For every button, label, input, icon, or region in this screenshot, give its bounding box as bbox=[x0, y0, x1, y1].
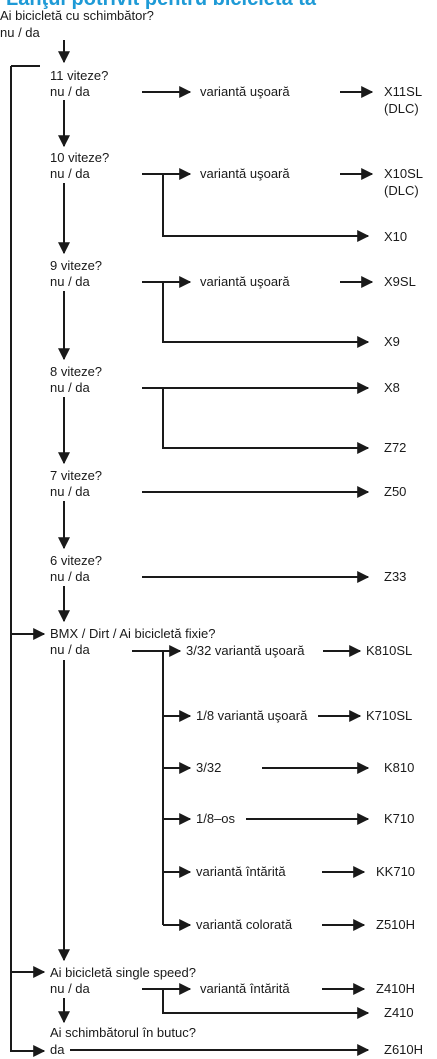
result-chain-model: Z510H bbox=[376, 917, 415, 932]
start-answer: nu / da bbox=[0, 25, 41, 40]
result-chain-model: Z72 bbox=[384, 440, 406, 455]
branch-elbow bbox=[162, 174, 370, 242]
node-answer: nu / da bbox=[50, 274, 91, 289]
result-chain-model: Z410H bbox=[376, 981, 415, 996]
result-chain-model: K810SL bbox=[366, 643, 412, 658]
node-10-speed: 10 viteze? nu / da bbox=[50, 150, 109, 181]
result-chain-model: X9SL bbox=[384, 274, 416, 289]
node-question: 10 viteze? bbox=[50, 150, 109, 165]
result-chain-model: Z33 bbox=[384, 569, 406, 584]
node-single-speed: Ai bicicletă single speed? nu / da bbox=[50, 965, 196, 996]
node-answer: nu / da bbox=[50, 380, 91, 395]
result-chain-note: (DLC) bbox=[384, 101, 419, 116]
node-answer: da bbox=[50, 1042, 65, 1057]
option-label: variantă întărită bbox=[196, 864, 286, 879]
option-label: variantă uşoară bbox=[200, 84, 290, 99]
result-chain-model: Z610H bbox=[384, 1042, 423, 1057]
node-question: BMX / Dirt / Ai bicicletă fixie? bbox=[50, 626, 215, 641]
node-answer: nu / da bbox=[50, 569, 91, 584]
node-question: 8 viteze? bbox=[50, 364, 102, 379]
branch-elbow bbox=[162, 388, 370, 454]
node-question: 11 viteze? bbox=[50, 68, 108, 83]
result-chain-model: X8 bbox=[384, 380, 400, 395]
start-question: Ai bicicletă cu schimbător? bbox=[0, 8, 154, 23]
node-11-speed: 11 viteze? nu / da bbox=[50, 68, 108, 99]
option-label: variantă colorată bbox=[196, 917, 293, 932]
result-chain-note: (DLC) bbox=[384, 183, 419, 198]
result-chain-model: KK710 bbox=[376, 864, 415, 879]
node-bmx-fixie: BMX / Dirt / Ai bicicletă fixie? nu / da bbox=[50, 626, 215, 657]
option-label: variantă întărită bbox=[200, 981, 290, 996]
node-8-speed: 8 viteze? nu / da bbox=[50, 364, 102, 395]
node-answer: nu / da bbox=[50, 642, 91, 657]
node-answer: nu / da bbox=[50, 84, 91, 99]
result-chain-model: X10SL bbox=[384, 166, 423, 181]
node-question: 7 viteze? bbox=[50, 468, 102, 483]
result-chain-model: X9 bbox=[384, 334, 400, 349]
result-chain-model: K810 bbox=[384, 760, 414, 775]
option-label: 3/32 variantă uşoară bbox=[186, 643, 305, 658]
option-label: 1/8 variantă uşoară bbox=[196, 708, 308, 723]
result-chain-model: Z410 bbox=[384, 1005, 414, 1020]
branch-elbow bbox=[162, 282, 370, 348]
node-question: Ai bicicletă single speed? bbox=[50, 965, 196, 980]
connectors bbox=[10, 40, 374, 1057]
option-label: variantă uşoară bbox=[200, 166, 290, 181]
node-7-speed: 7 viteze? nu / da bbox=[50, 468, 102, 499]
result-chain-model: K710 bbox=[384, 811, 414, 826]
node-question: Ai schimbătorul în butuc? bbox=[50, 1025, 196, 1040]
node-answer: nu / da bbox=[50, 484, 91, 499]
node-9-speed: 9 viteze? nu / da bbox=[50, 258, 102, 289]
branch-elbow bbox=[162, 989, 370, 1019]
result-chain-model: X11SL bbox=[384, 84, 422, 99]
node-hub-gear: Ai schimbătorul în butuc? da bbox=[50, 1025, 196, 1057]
node-answer: nu / da bbox=[50, 166, 91, 181]
result-chain-model: X10 bbox=[384, 229, 407, 244]
result-chain-model: Z50 bbox=[384, 484, 406, 499]
node-question: 6 viteze? bbox=[50, 553, 102, 568]
option-label: variantă uşoară bbox=[200, 274, 290, 289]
node-question: 9 viteze? bbox=[50, 258, 102, 273]
option-label: 1/8–os bbox=[196, 811, 236, 826]
diagram-title: Lanţul potrivit pentru bicicleta ta bbox=[6, 0, 317, 10]
result-chain-model: K710SL bbox=[366, 708, 412, 723]
node-answer: nu / da bbox=[50, 981, 91, 996]
option-label: 3/32 bbox=[196, 760, 221, 775]
node-6-speed: 6 viteze? nu / da bbox=[50, 553, 102, 584]
